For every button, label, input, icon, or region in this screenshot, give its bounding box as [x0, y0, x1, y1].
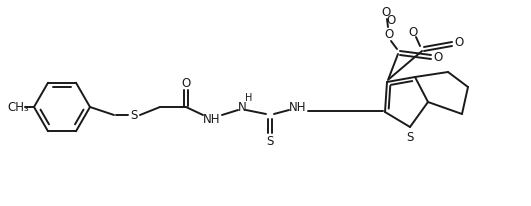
Text: O: O: [384, 28, 393, 41]
Text: O: O: [387, 14, 396, 27]
Text: S: S: [130, 109, 138, 122]
Text: O: O: [408, 26, 417, 39]
Text: CH₃: CH₃: [7, 101, 29, 114]
Text: S: S: [406, 131, 414, 144]
Text: O: O: [381, 6, 391, 19]
Text: N: N: [238, 101, 246, 114]
Text: S: S: [267, 135, 273, 148]
Text: NH: NH: [289, 101, 307, 114]
Text: NH: NH: [203, 113, 221, 126]
Text: O: O: [182, 77, 191, 90]
Text: H: H: [245, 92, 253, 103]
Text: O: O: [455, 35, 464, 48]
Text: O: O: [433, 51, 443, 64]
